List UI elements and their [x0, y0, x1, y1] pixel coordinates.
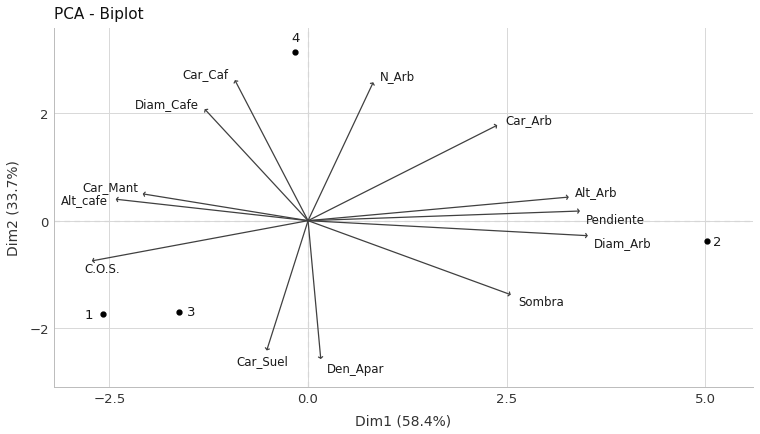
Text: C.O.S.: C.O.S.: [84, 263, 119, 276]
Text: Den_Apar: Den_Apar: [327, 362, 385, 375]
Text: 4: 4: [291, 32, 299, 45]
Text: Diam_Arb: Diam_Arb: [594, 236, 652, 249]
Text: Sombra: Sombra: [518, 295, 565, 308]
Text: Car_Caf: Car_Caf: [182, 68, 229, 81]
Text: Diam_Cafe: Diam_Cafe: [135, 98, 198, 111]
Text: Car_Arb: Car_Arb: [505, 114, 552, 127]
Y-axis label: Dim2 (33.7%): Dim2 (33.7%): [7, 160, 21, 256]
Text: Pendiente: Pendiente: [586, 213, 645, 226]
Text: Car_Suel: Car_Suel: [237, 354, 289, 367]
Text: Alt_Arb: Alt_Arb: [575, 186, 618, 199]
Text: Alt_cafe: Alt_cafe: [61, 193, 108, 206]
Text: PCA - Biplot: PCA - Biplot: [54, 7, 144, 22]
Text: 2: 2: [714, 235, 722, 248]
X-axis label: Dim1 (58.4%): Dim1 (58.4%): [356, 413, 451, 427]
Text: 3: 3: [187, 306, 196, 319]
Text: Car_Mant: Car_Mant: [83, 181, 139, 194]
Text: 1: 1: [85, 308, 93, 321]
Text: N_Arb: N_Arb: [379, 70, 415, 83]
